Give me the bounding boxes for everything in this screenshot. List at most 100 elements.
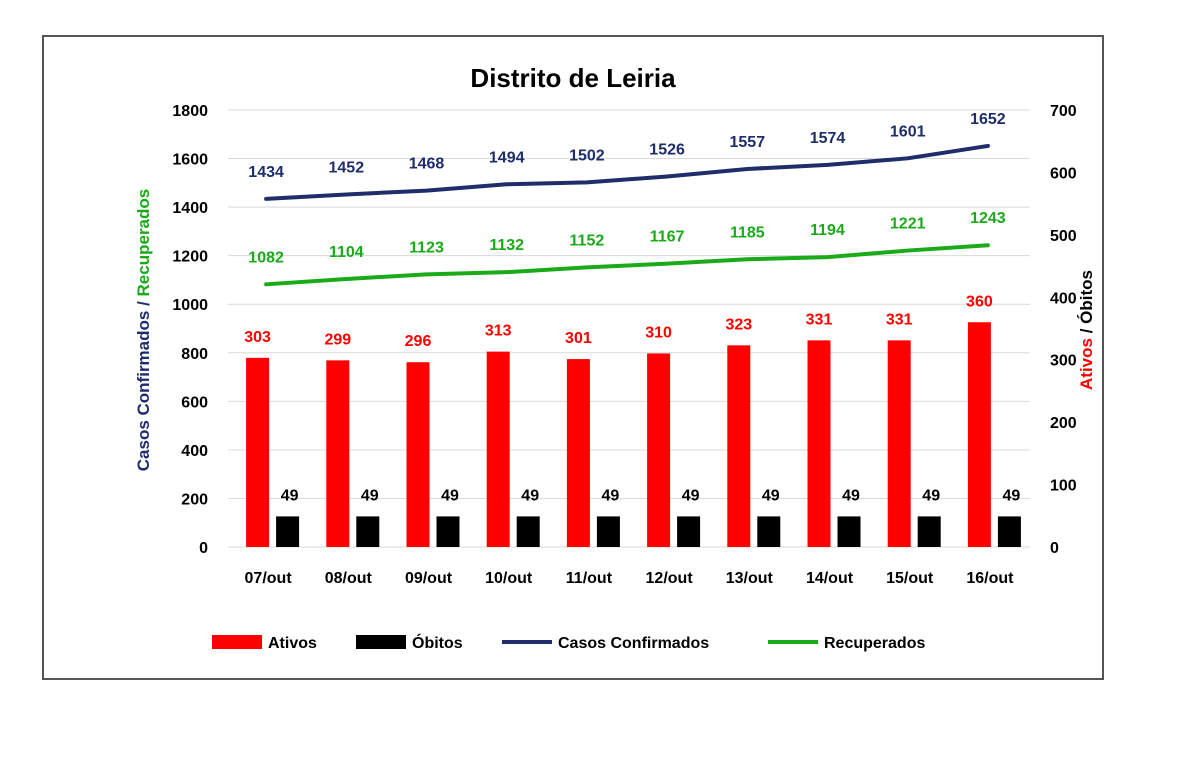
data-label-recuperados: 1082 <box>248 249 284 266</box>
data-label-ativos: 331 <box>806 311 833 328</box>
right-axis-tick-label: 0 <box>1050 540 1059 557</box>
x-axis-tick-label: 15/out <box>886 570 934 587</box>
data-label-recuperados: 1185 <box>730 224 765 241</box>
x-axis-tick-label: 12/out <box>646 570 694 587</box>
bar-ativos <box>807 340 831 547</box>
bar-ativos <box>967 322 991 547</box>
data-label-recuperados: 1152 <box>570 232 605 249</box>
left-axis-title-part1: Casos Confirmados / <box>134 296 153 471</box>
bar-ativos <box>406 362 430 547</box>
bar-óbitos <box>596 516 620 547</box>
bar-óbitos <box>436 516 460 547</box>
bar-ativos <box>727 345 751 547</box>
data-label-recuperados: 1167 <box>650 229 685 246</box>
data-label-recuperados: 1221 <box>890 216 926 233</box>
right-axis-tick-label: 600 <box>1050 165 1077 182</box>
x-axis-tick-label: 14/out <box>806 570 854 587</box>
left-axis-tick-label: 800 <box>181 346 208 363</box>
data-label-óbitos: 49 <box>1003 487 1021 504</box>
left-axis-title: Casos Confirmados / Recuperados <box>134 189 153 471</box>
bar-óbitos <box>917 516 941 547</box>
data-label-casos-confirmados: 1502 <box>569 147 605 164</box>
data-label-casos-confirmados: 1434 <box>248 164 284 181</box>
axes-layer: 0 200 400 600 800 1000 1200 1400 1600 1800 0 100 200… <box>172 103 1076 587</box>
data-label-ativos: 310 <box>645 324 672 341</box>
left-axis-tick-label: 1400 <box>172 200 208 217</box>
data-label-ativos: 299 <box>324 331 351 348</box>
bar-ativos <box>246 357 270 547</box>
data-label-ativos: 323 <box>725 316 752 333</box>
legend-swatch <box>212 635 262 649</box>
data-label-casos-confirmados: 1557 <box>730 134 766 151</box>
bar-ativos <box>326 360 350 547</box>
bars-layer <box>246 322 1021 547</box>
data-label-ativos: 301 <box>565 330 592 347</box>
left-axis-tick-label: 0 <box>199 540 208 557</box>
bar-óbitos <box>757 516 781 547</box>
data-label-recuperados: 1243 <box>970 210 1006 227</box>
bar-ativos <box>486 351 510 547</box>
bar-óbitos <box>516 516 540 547</box>
data-label-recuperados: 1104 <box>329 244 364 261</box>
left-axis-title-part2: Recuperados <box>134 189 153 297</box>
data-label-óbitos: 49 <box>361 487 379 504</box>
data-label-óbitos: 49 <box>762 487 780 504</box>
data-label-óbitos: 49 <box>281 487 299 504</box>
data-label-óbitos: 49 <box>441 487 459 504</box>
lines-layer <box>264 143 990 287</box>
left-axis-tick-label: 400 <box>181 443 208 460</box>
data-label-casos-confirmados: 1652 <box>970 111 1006 128</box>
right-axis-tick-label: 500 <box>1050 228 1077 245</box>
data-label-óbitos: 49 <box>602 487 620 504</box>
legend: Ativos Óbitos Casos Confirmados Recuperados <box>212 633 925 652</box>
data-label-óbitos: 49 <box>521 487 539 504</box>
x-axis-tick-label: 07/out <box>245 570 293 587</box>
data-label-recuperados: 1194 <box>810 222 845 239</box>
left-axis-tick-label: 1800 <box>172 103 208 120</box>
chart-frame <box>42 35 1104 680</box>
bar-óbitos <box>276 516 300 547</box>
data-label-recuperados: 1123 <box>409 239 444 256</box>
data-label-casos-confirmados: 1452 <box>329 159 365 176</box>
chart-title: Distrito de Leiria <box>470 63 676 93</box>
legend-label: Casos Confirmados <box>558 635 709 652</box>
bar-óbitos <box>997 516 1021 547</box>
left-axis-tick-label: 1200 <box>172 249 208 266</box>
data-label-ativos: 331 <box>886 311 913 328</box>
legend-label: Recuperados <box>824 635 925 652</box>
data-label-casos-confirmados: 1468 <box>409 156 445 173</box>
right-axis-title: Ativos / Óbitos <box>1077 270 1096 390</box>
right-axis-tick-label: 100 <box>1050 478 1077 495</box>
left-axis-tick-label: 600 <box>181 394 208 411</box>
data-label-ativos: 303 <box>244 329 271 346</box>
data-label-recuperados: 1132 <box>489 237 524 254</box>
data-label-casos-confirmados: 1494 <box>489 149 525 166</box>
x-axis-tick-label: 16/out <box>966 570 1014 587</box>
x-axis-tick-label: 08/out <box>325 570 373 587</box>
right-axis-tick-label: 400 <box>1050 290 1077 307</box>
data-label-casos-confirmados: 1601 <box>890 123 926 140</box>
bar-óbitos <box>837 516 861 547</box>
data-label-óbitos: 49 <box>842 487 860 504</box>
bar-óbitos <box>356 516 380 547</box>
line-recuperados <box>264 243 990 287</box>
legend-swatch <box>356 635 406 649</box>
x-axis-tick-label: 09/out <box>405 570 453 587</box>
data-label-óbitos: 49 <box>682 487 700 504</box>
right-axis-tick-label: 700 <box>1050 103 1077 120</box>
bar-ativos <box>647 353 671 547</box>
data-label-ativos: 313 <box>485 323 512 340</box>
bar-óbitos <box>677 516 701 547</box>
x-axis-tick-label: 11/out <box>566 570 613 587</box>
left-axis-tick-label: 200 <box>181 491 208 508</box>
bar-ativos <box>887 340 911 547</box>
right-axis-tick-label: 200 <box>1050 415 1077 432</box>
legend-label: Ativos <box>268 635 317 652</box>
x-axis-tick-label: 13/out <box>726 570 774 587</box>
right-axis-title-part1: Ativos <box>1077 338 1096 390</box>
data-label-ativos: 296 <box>405 333 432 350</box>
data-label-casos-confirmados: 1574 <box>810 130 846 147</box>
legend-label: Óbitos <box>412 633 463 652</box>
data-labels-layer: 303 299 296 313 301 310 323 331 331 360 49 49 49 49 49… <box>244 111 1020 504</box>
